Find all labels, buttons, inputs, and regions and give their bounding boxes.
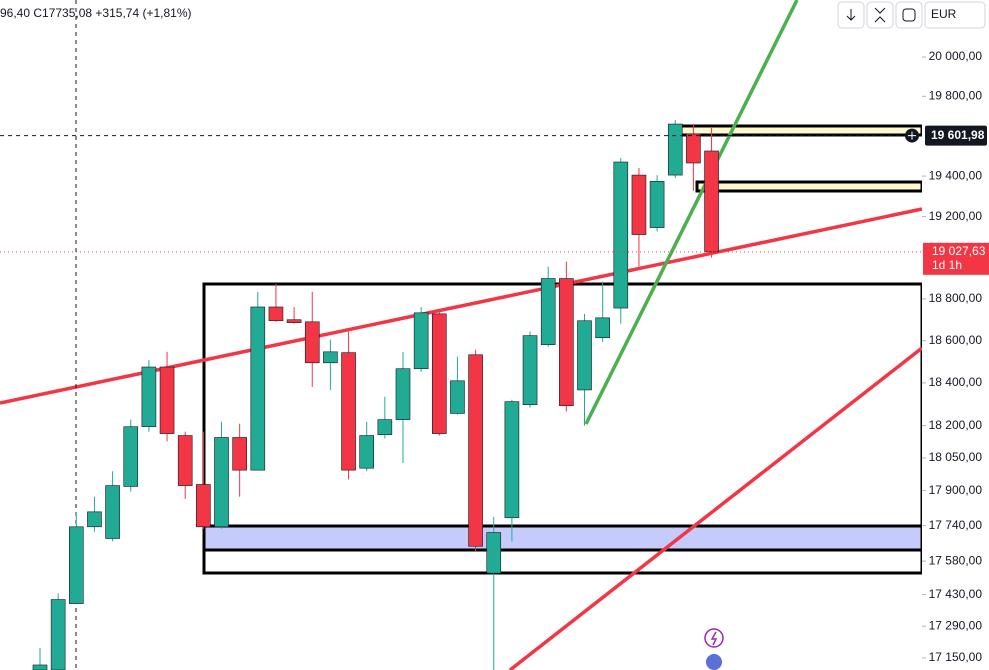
candle-body bbox=[450, 380, 465, 414]
y-tick-label: 19 200,00 bbox=[929, 209, 983, 223]
supply-zone bbox=[675, 124, 924, 137]
candle-body bbox=[540, 278, 556, 345]
y-tick-label: 18 200,00 bbox=[929, 418, 983, 432]
candle-body bbox=[595, 317, 610, 339]
trend-line bbox=[584, 0, 799, 425]
candle-body bbox=[250, 306, 266, 471]
last-price-label: 19 027,63 bbox=[932, 244, 986, 258]
collapse-button[interactable] bbox=[866, 1, 894, 29]
crosshair-label: 19 601,98 bbox=[931, 128, 985, 142]
candle-body bbox=[359, 435, 375, 469]
candle-body bbox=[32, 664, 48, 670]
axis-labels: 17 150,00 17 290,00 17 430,00 17 580,00 17 7… bbox=[905, 49, 989, 664]
candle-body bbox=[87, 511, 102, 528]
candle-body bbox=[323, 351, 338, 364]
icon bbox=[902, 8, 916, 22]
currency-button[interactable] bbox=[924, 1, 986, 29]
candle-body bbox=[196, 484, 211, 528]
y-tick-label: 19 800,00 bbox=[929, 88, 983, 102]
candle-body bbox=[522, 335, 538, 405]
y-tick-label: 17 150,00 bbox=[929, 650, 983, 664]
y-tick-label: 17 290,00 bbox=[929, 618, 983, 632]
candle-body bbox=[159, 366, 175, 434]
candle-body bbox=[268, 306, 284, 322]
candle-body bbox=[667, 123, 683, 176]
candle-body bbox=[631, 174, 647, 235]
y-tick-label: 17 900,00 bbox=[929, 483, 983, 497]
last-price-box bbox=[923, 242, 989, 275]
demand-zone bbox=[202, 524, 924, 552]
candle-body bbox=[377, 419, 393, 435]
icon bbox=[710, 631, 718, 646]
candle-body bbox=[395, 368, 411, 420]
candle-body bbox=[232, 437, 247, 471]
candle-body bbox=[413, 312, 429, 370]
y-tick-label: 19 400,00 bbox=[929, 168, 983, 182]
candle-body bbox=[613, 161, 629, 309]
crosshair-box bbox=[925, 125, 987, 146]
candle-body bbox=[504, 401, 520, 519]
y-tick-label: 18 600,00 bbox=[929, 333, 983, 347]
y-tick-label: 17 580,00 bbox=[929, 553, 983, 567]
y-tick-label: 17 430,00 bbox=[929, 587, 983, 601]
y-tick-label: 20 000,00 bbox=[929, 49, 983, 63]
candles bbox=[0, 120, 922, 670]
icon bbox=[908, 131, 916, 140]
supply-zone bbox=[695, 180, 924, 193]
y-tick-label: 18 400,00 bbox=[929, 375, 983, 389]
ohlc-header: 96,40 C17735,08 +315,74 (+1,81%) bbox=[0, 6, 191, 20]
candle-body bbox=[468, 354, 483, 547]
candle-body bbox=[559, 278, 574, 407]
candle-body bbox=[341, 352, 356, 471]
y-tick-label: 18 800,00 bbox=[929, 291, 983, 305]
candle-body bbox=[431, 313, 447, 434]
candle-body bbox=[304, 321, 320, 364]
candle-body bbox=[704, 150, 719, 253]
candle-body bbox=[686, 133, 701, 164]
drawings bbox=[0, 0, 924, 670]
y-tick-label: 18 050,00 bbox=[929, 450, 983, 464]
candle-body bbox=[141, 366, 157, 428]
candle-body bbox=[69, 526, 84, 604]
candle-body bbox=[123, 426, 139, 487]
trend-line bbox=[0, 207, 923, 405]
candle-body bbox=[286, 319, 302, 323]
icon[interactable] bbox=[706, 654, 722, 670]
bottom-icons bbox=[704, 628, 724, 670]
candle-body bbox=[50, 599, 66, 670]
candle-body bbox=[105, 485, 120, 539]
currency: EUR bbox=[931, 7, 957, 21]
candle-body bbox=[486, 532, 502, 574]
candle-body bbox=[649, 181, 665, 228]
fullscreen-button[interactable] bbox=[895, 1, 923, 29]
trend-line bbox=[508, 346, 924, 670]
price-axis bbox=[922, 0, 989, 670]
icon bbox=[874, 7, 886, 23]
candle-body bbox=[214, 437, 229, 528]
y-tick-label: 17 740,00 bbox=[929, 518, 983, 532]
candle-body bbox=[177, 435, 193, 486]
toolbar: EUR bbox=[837, 1, 986, 29]
countdown-label: 1d 1h bbox=[932, 258, 962, 272]
icon bbox=[846, 9, 856, 21]
candle-body bbox=[577, 320, 592, 391]
icon[interactable] bbox=[704, 628, 724, 648]
